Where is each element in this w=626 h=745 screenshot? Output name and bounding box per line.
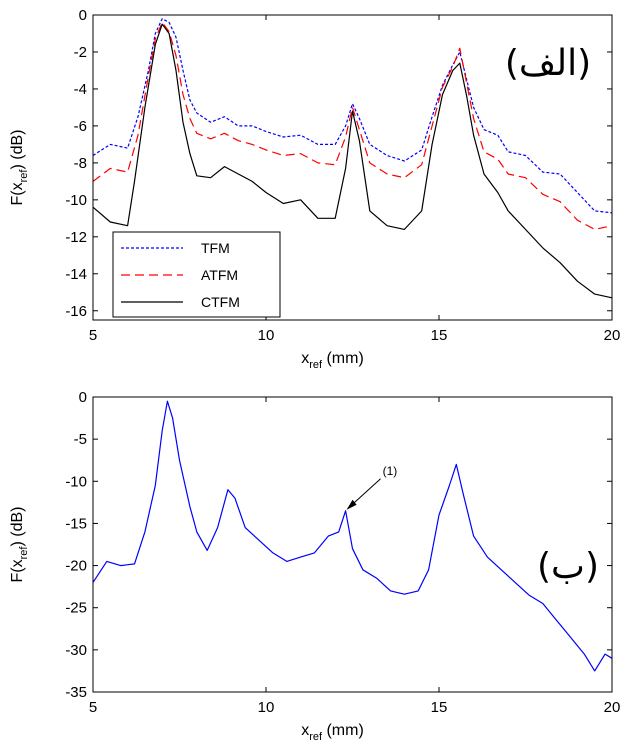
panel-label: (ب) bbox=[537, 546, 599, 587]
y-tick-label: -10 bbox=[65, 473, 87, 490]
y-axis-label-main: F(x bbox=[9, 559, 26, 582]
y-tick-label: -25 bbox=[65, 600, 87, 617]
series-line-atfm bbox=[92, 21, 613, 230]
x-tick-label: 20 bbox=[604, 699, 621, 716]
y-tick-label: -12 bbox=[65, 229, 87, 246]
annotation-label: (1) bbox=[383, 464, 398, 478]
x-axis-label-sub: ref bbox=[309, 731, 323, 743]
plot-area-frame bbox=[92, 14, 613, 321]
annotation-arrow-head bbox=[346, 499, 357, 510]
y-axis-label-sub: ref bbox=[18, 169, 30, 183]
x-tick-label: 15 bbox=[431, 327, 448, 344]
y-axis-label: F(xref) (dB) bbox=[9, 507, 30, 583]
x-tick-label: 10 bbox=[258, 699, 275, 716]
y-tick-label: -10 bbox=[65, 192, 87, 209]
x-tick-label: 5 bbox=[89, 699, 97, 716]
y-axis-label-sub: ref bbox=[18, 546, 30, 560]
y-tick-label: -20 bbox=[65, 558, 87, 575]
y-tick-label: -6 bbox=[74, 118, 87, 135]
x-axis-label: xref (mm) bbox=[301, 350, 364, 371]
y-tick-label: 0 bbox=[79, 389, 87, 406]
y-axis-label: F(xref) (dB) bbox=[9, 130, 30, 206]
x-axis-label-sub: ref bbox=[309, 359, 323, 371]
y-tick-label: -30 bbox=[65, 642, 87, 659]
y-tick-label: -8 bbox=[74, 155, 87, 172]
x-tick-label: 5 bbox=[89, 327, 97, 344]
plot-area-frame bbox=[92, 396, 613, 693]
series-line-ctfm bbox=[92, 23, 613, 299]
series-line-tfm bbox=[92, 18, 613, 214]
y-tick-label: -35 bbox=[65, 684, 87, 701]
x-axis-label: xref (mm) bbox=[301, 722, 364, 743]
y-tick-label: -4 bbox=[74, 81, 87, 98]
y-tick-label: 0 bbox=[79, 7, 87, 24]
y-tick-label: -15 bbox=[65, 515, 87, 532]
series-line-0 bbox=[92, 400, 613, 672]
y-axis-label-main: F(x bbox=[9, 182, 26, 205]
legend-label-tfm: TFM bbox=[201, 240, 230, 256]
y-tick-label: -2 bbox=[74, 44, 87, 61]
y-axis-label-rest: ) (dB) bbox=[9, 507, 26, 547]
legend-label-atfm: ATFM bbox=[201, 267, 238, 283]
y-tick-label: -5 bbox=[74, 431, 87, 448]
y-tick-label: -14 bbox=[65, 266, 87, 283]
x-axis-label-main: x bbox=[301, 722, 309, 739]
y-axis-label-rest: ) (dB) bbox=[9, 130, 26, 170]
x-axis-label-main: x bbox=[301, 350, 309, 367]
x-tick-label: 15 bbox=[431, 699, 448, 716]
panel-label: (الف) bbox=[505, 43, 591, 84]
legend-label-ctfm: CTFM bbox=[201, 294, 240, 310]
x-tick-label: 10 bbox=[258, 327, 275, 344]
x-axis-label-rest: (mm) bbox=[322, 350, 364, 367]
x-axis-label-rest: (mm) bbox=[322, 722, 364, 739]
x-tick-label: 20 bbox=[604, 327, 621, 344]
y-tick-label: -16 bbox=[65, 303, 87, 320]
